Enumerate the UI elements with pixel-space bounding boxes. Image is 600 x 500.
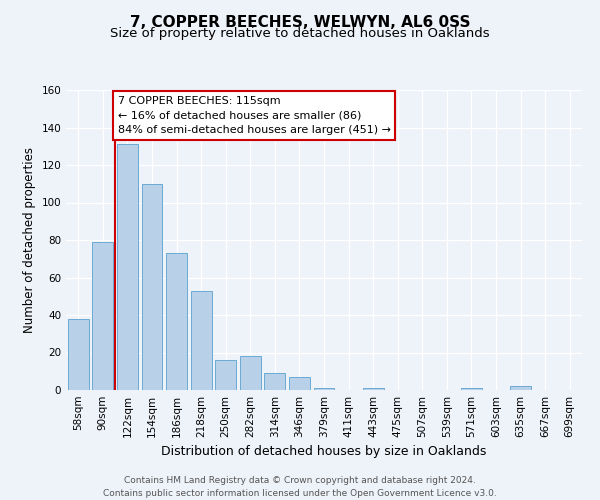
Text: Size of property relative to detached houses in Oaklands: Size of property relative to detached ho… — [110, 28, 490, 40]
Bar — [240, 356, 261, 390]
Bar — [191, 290, 212, 390]
Bar — [117, 144, 138, 390]
Bar — [289, 377, 310, 390]
Bar — [215, 360, 236, 390]
Bar — [510, 386, 531, 390]
Bar — [362, 388, 383, 390]
Text: 7, COPPER BEECHES, WELWYN, AL6 0SS: 7, COPPER BEECHES, WELWYN, AL6 0SS — [130, 15, 470, 30]
Bar — [166, 253, 187, 390]
Bar — [461, 388, 482, 390]
Y-axis label: Number of detached properties: Number of detached properties — [23, 147, 36, 333]
X-axis label: Distribution of detached houses by size in Oaklands: Distribution of detached houses by size … — [161, 446, 487, 458]
Bar — [142, 184, 163, 390]
Text: Contains HM Land Registry data © Crown copyright and database right 2024.
Contai: Contains HM Land Registry data © Crown c… — [103, 476, 497, 498]
Bar — [92, 242, 113, 390]
Bar — [314, 388, 334, 390]
Text: 7 COPPER BEECHES: 115sqm
← 16% of detached houses are smaller (86)
84% of semi-d: 7 COPPER BEECHES: 115sqm ← 16% of detach… — [118, 96, 391, 135]
Bar — [265, 373, 286, 390]
Bar — [68, 319, 89, 390]
